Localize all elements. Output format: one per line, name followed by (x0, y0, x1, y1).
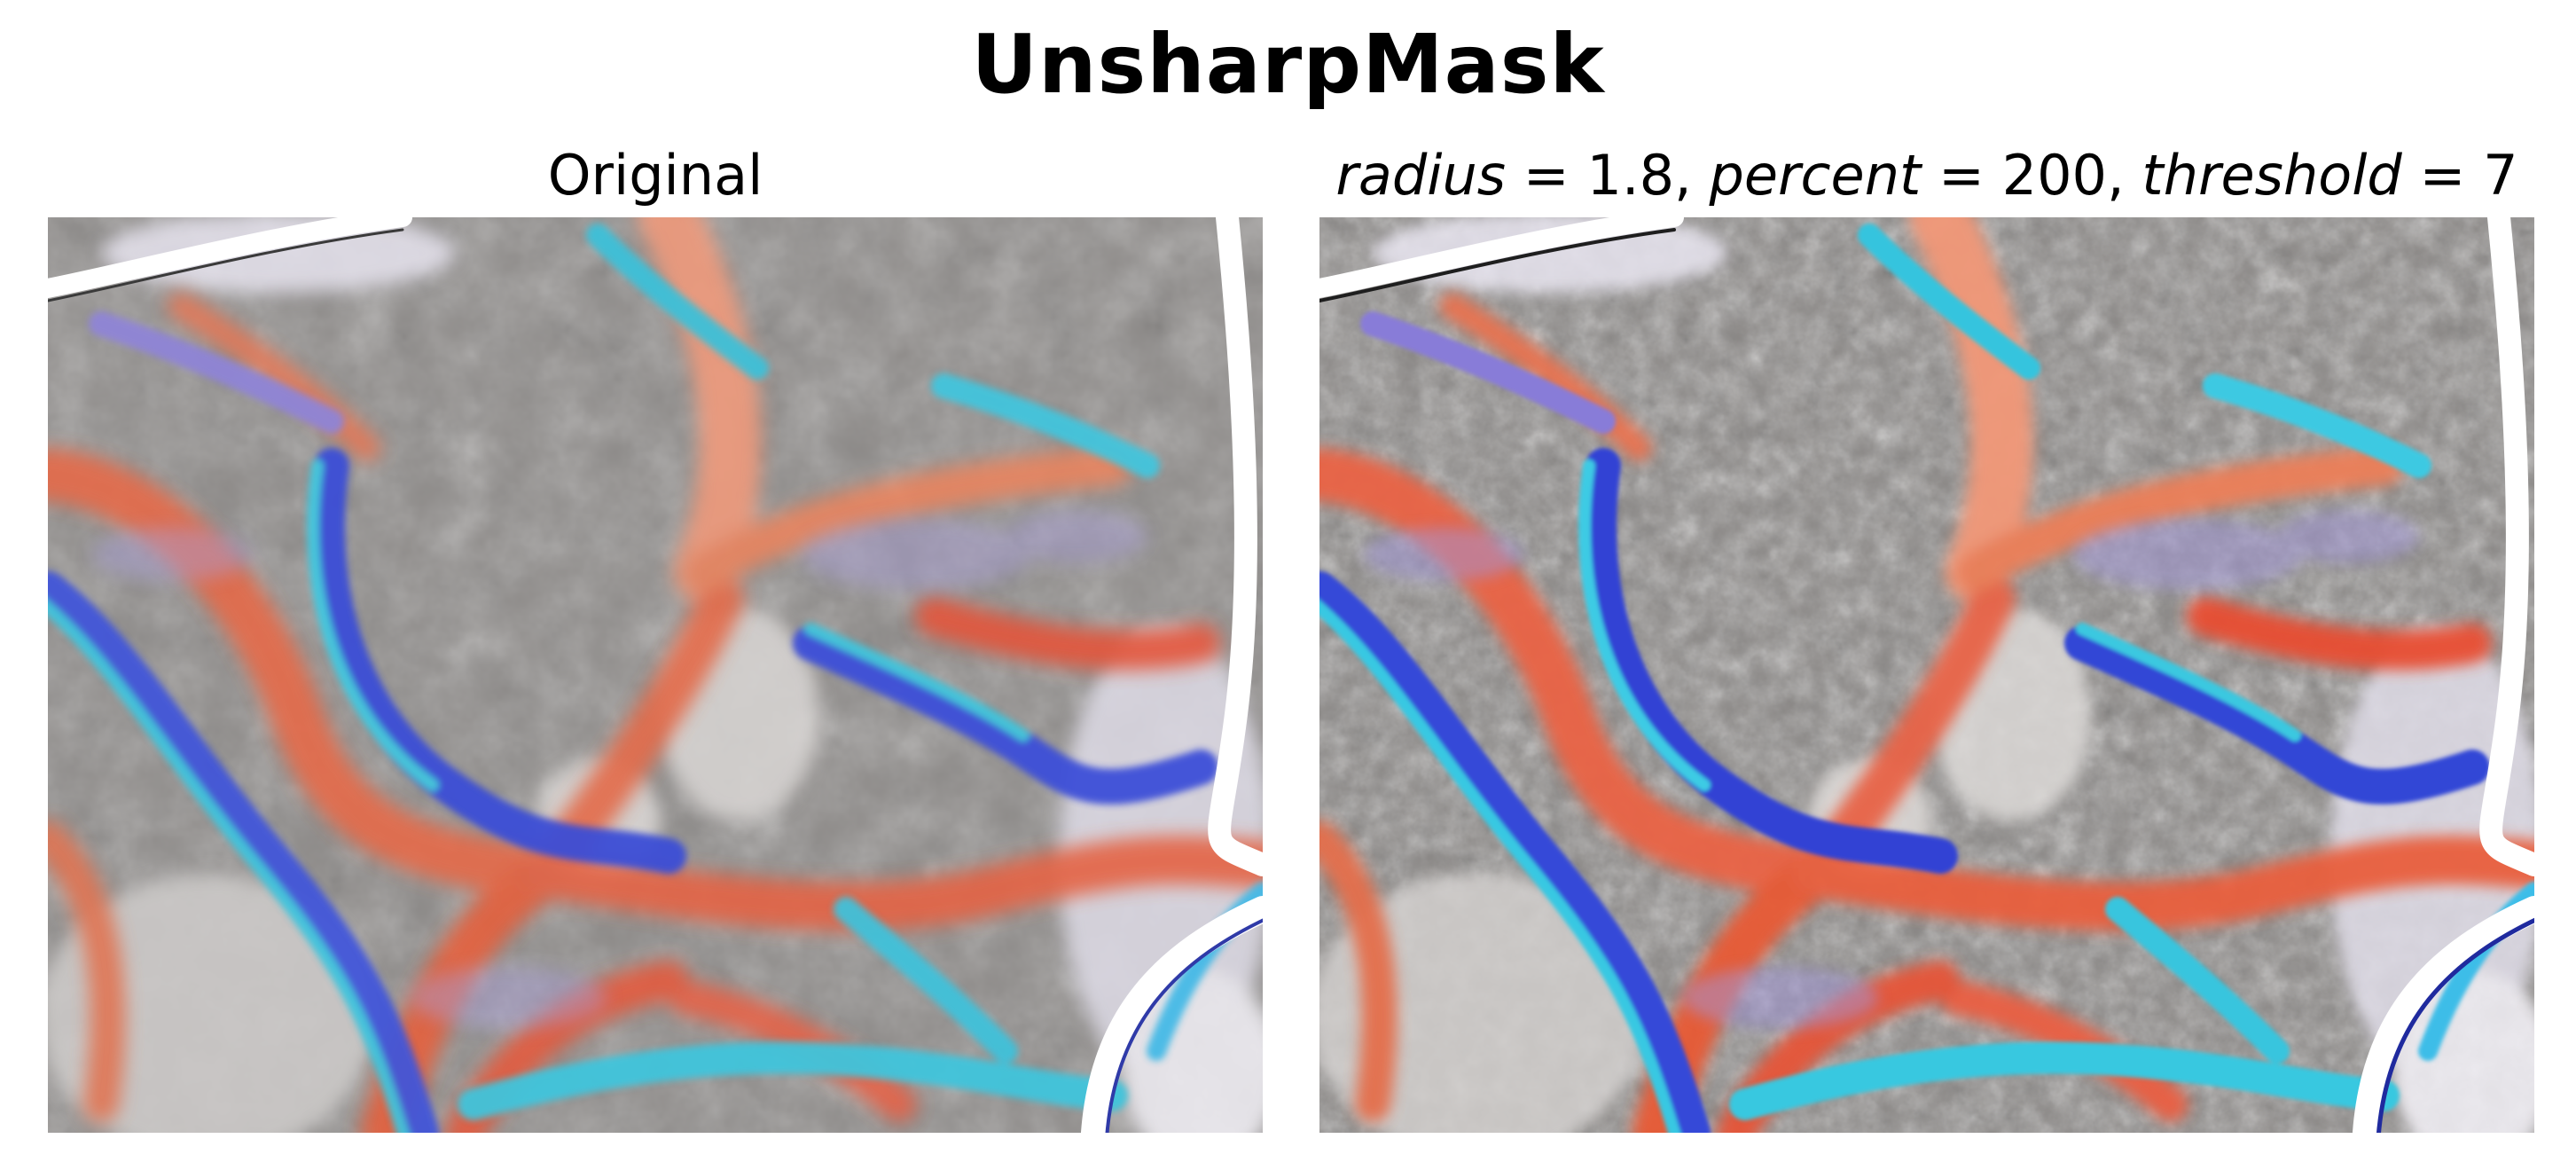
param-radius-value: = 1.8, (1506, 143, 1710, 208)
param-threshold-label: threshold (2141, 143, 2402, 208)
terrain-svg-unsharp (1319, 217, 2534, 1133)
panel-title-original: Original (547, 143, 763, 208)
param-threshold-value: = 7 (2401, 143, 2518, 208)
original-terrain-image (48, 217, 1263, 1133)
param-percent-label: percent (1709, 143, 1922, 208)
figure-title: UnsharpMask (971, 17, 1605, 112)
param-percent-value: = 200, (1921, 143, 2142, 208)
terrain-svg-original (48, 217, 1263, 1133)
panel-title-unsharp-params: radius = 1.8, percent = 200, threshold =… (1319, 142, 2534, 209)
unsharp-terrain-image (1319, 217, 2534, 1133)
param-radius-label: radius (1335, 143, 1507, 208)
